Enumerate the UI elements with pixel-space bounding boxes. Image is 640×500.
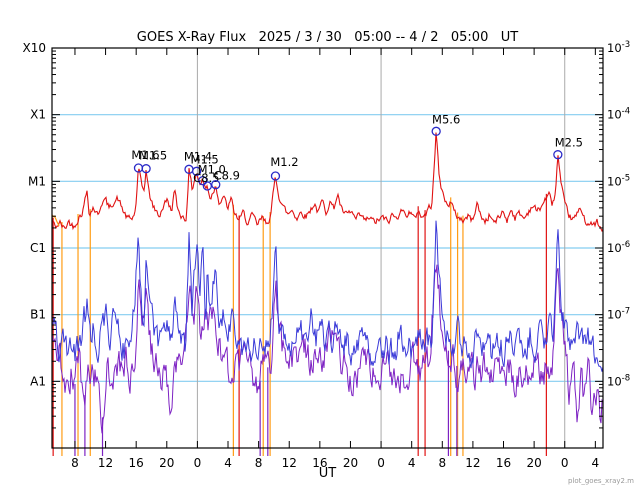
x-tick-label: 8 [71, 456, 79, 470]
x-tick-label: 0 [194, 456, 202, 470]
y-flux-label: 10-7 [607, 307, 630, 322]
flare-peak-marker [270, 171, 281, 181]
flare-peak-marker [211, 180, 221, 190]
short-flux-series-secondary [51, 264, 604, 434]
x-tick-label: 8 [438, 456, 446, 470]
flare-peak-marker [198, 176, 208, 186]
flare-label: M1.5 [191, 152, 219, 166]
flare-peak-marker [553, 150, 563, 160]
x-tick-label: 20 [159, 456, 174, 470]
chart-title: GOES X-Ray Flux 2025 / 3 / 30 05:00 -- 4… [136, 30, 519, 45]
y-class-label: M1 [28, 174, 46, 188]
watermark-script-name: plot_goes_xray2.m [567, 477, 634, 485]
y-class-label: C1 [30, 241, 46, 255]
y-flux-label: 10-3 [607, 40, 630, 55]
flare-label: M2.5 [555, 136, 583, 150]
x-tick-label: 4 [408, 456, 416, 470]
x-tick-label: 20 [343, 456, 358, 470]
x-tick-label: 12 [282, 456, 297, 470]
long-flux-series [51, 132, 604, 233]
x-tick-label: 16 [496, 456, 511, 470]
x-tick-label: 4 [224, 456, 232, 470]
y-class-label: A1 [30, 374, 46, 388]
y-flux-label: 10-8 [607, 373, 630, 388]
x-tick-label: 12 [465, 456, 480, 470]
flare-peak-marker [431, 126, 441, 136]
x-tick-label: 12 [98, 456, 113, 470]
y-class-label: X10 [23, 41, 47, 55]
x-tick-label: 0 [561, 456, 569, 470]
flare-label: M1.6 [131, 148, 159, 162]
flare-label: M5.6 [432, 112, 460, 126]
flare-label: C8.9 [214, 169, 240, 183]
flare-label: M1.2 [270, 155, 298, 169]
flare-label: M1.5 [139, 149, 167, 163]
x-tick-label: 8 [255, 456, 263, 470]
short-flux-series [51, 220, 604, 372]
y-flux-label: 10-4 [607, 107, 630, 122]
y-class-label: X1 [30, 108, 46, 122]
x-tick-label: 16 [312, 456, 327, 470]
flare-peak-marker [191, 166, 202, 176]
x-tick-label: 20 [526, 456, 541, 470]
x-axis-label: UT [318, 466, 337, 481]
flare-peak-marker [141, 164, 151, 174]
y-flux-label: 10-6 [607, 240, 630, 255]
x-tick-label: 16 [129, 456, 144, 470]
y-flux-label: 10-5 [607, 173, 630, 188]
x-tick-label: 4 [592, 456, 600, 470]
flare-label: M1.0 [198, 163, 226, 177]
y-class-label: B1 [30, 308, 46, 322]
x-tick-label: 0 [377, 456, 385, 470]
flare-label: M1.4 [184, 149, 212, 163]
